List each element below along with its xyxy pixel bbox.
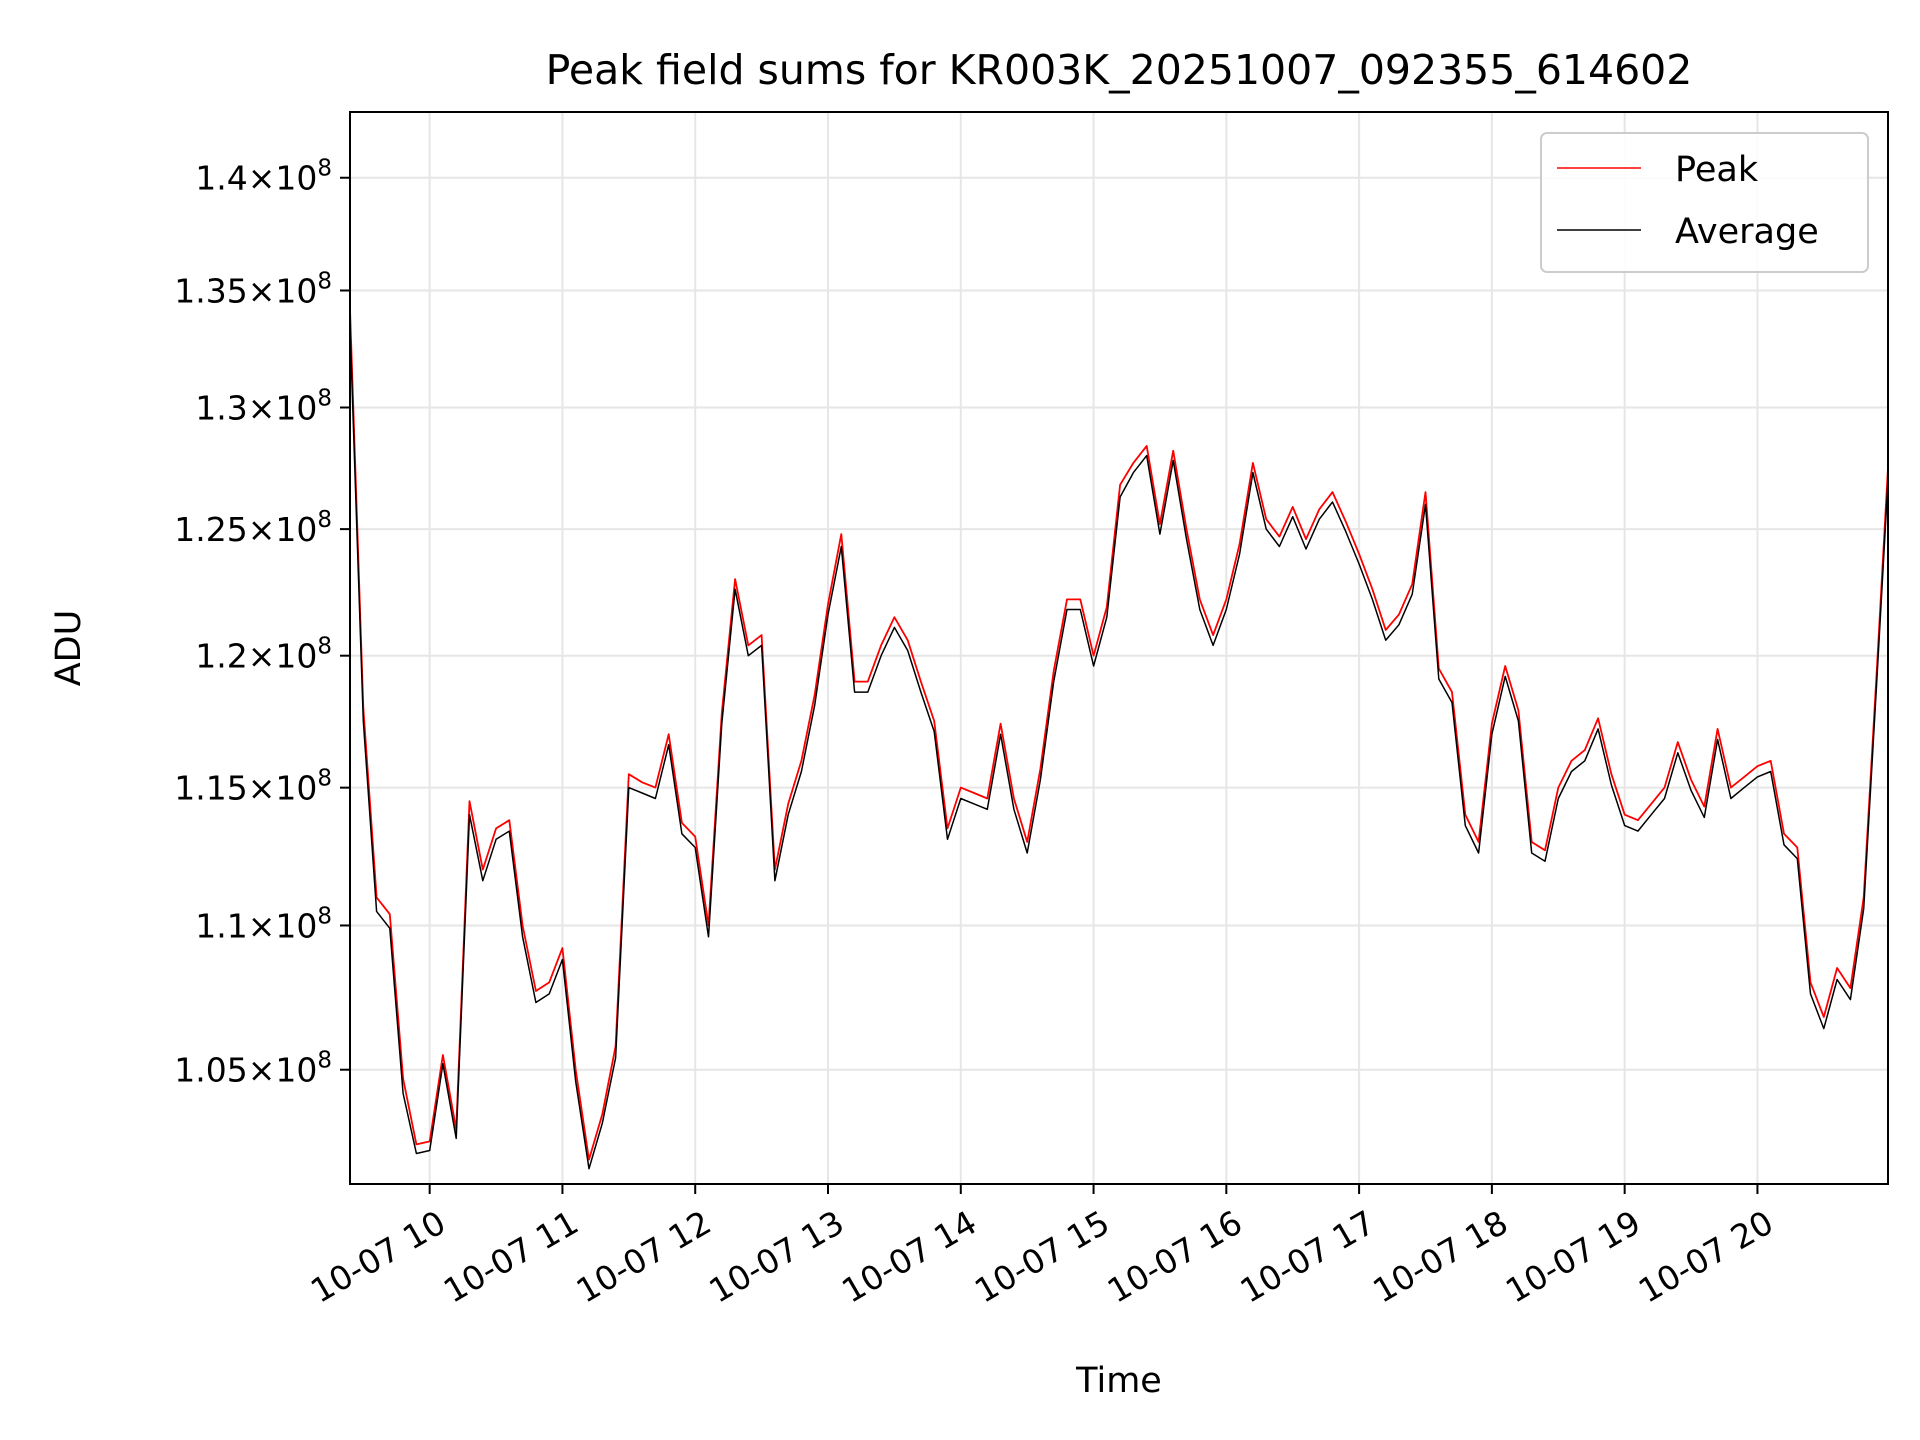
legend-label-average: Average bbox=[1675, 212, 1819, 252]
y-tick-label: 1.3×108 bbox=[195, 386, 332, 428]
series-line-peak bbox=[349, 308, 1889, 1161]
plot-frame bbox=[349, 111, 1889, 1185]
x-axis-label: Time bbox=[1075, 1361, 1162, 1401]
series-lines bbox=[349, 308, 1889, 1170]
legend-label-peak: Peak bbox=[1675, 150, 1759, 190]
y-tick-label: 1.1×108 bbox=[195, 903, 332, 945]
y-tick-label: 1.25×108 bbox=[174, 507, 332, 549]
chart-title: Peak field sums for KR003K_20251007_0923… bbox=[546, 46, 1693, 94]
y-axis-label: ADU bbox=[49, 610, 89, 687]
y-tick-label: 1.4×108 bbox=[195, 156, 332, 198]
y-tick-label: 1.15×108 bbox=[174, 766, 332, 808]
y-tick-label: 1.2×108 bbox=[195, 634, 332, 676]
legend: Peak Average bbox=[1540, 132, 1869, 273]
y-tick-label: 1.35×108 bbox=[174, 268, 332, 310]
series-line-average bbox=[349, 325, 1889, 1170]
y-axis-ticks: 1.05×108 1.1×108 1.15×108 1.2×108 1.25×108 1.… bbox=[174, 156, 350, 1090]
y-tick-label: 1.05×108 bbox=[174, 1048, 332, 1090]
